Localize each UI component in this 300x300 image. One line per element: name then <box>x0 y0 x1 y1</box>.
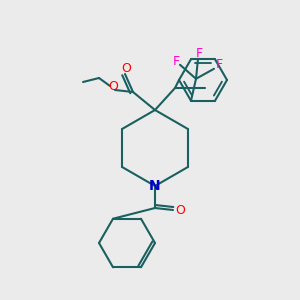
Text: O: O <box>121 61 131 74</box>
Text: F: F <box>172 55 180 68</box>
Text: F: F <box>215 58 223 71</box>
Text: O: O <box>108 80 118 94</box>
Text: N: N <box>149 179 161 193</box>
Text: O: O <box>175 203 185 217</box>
Text: F: F <box>195 47 203 60</box>
